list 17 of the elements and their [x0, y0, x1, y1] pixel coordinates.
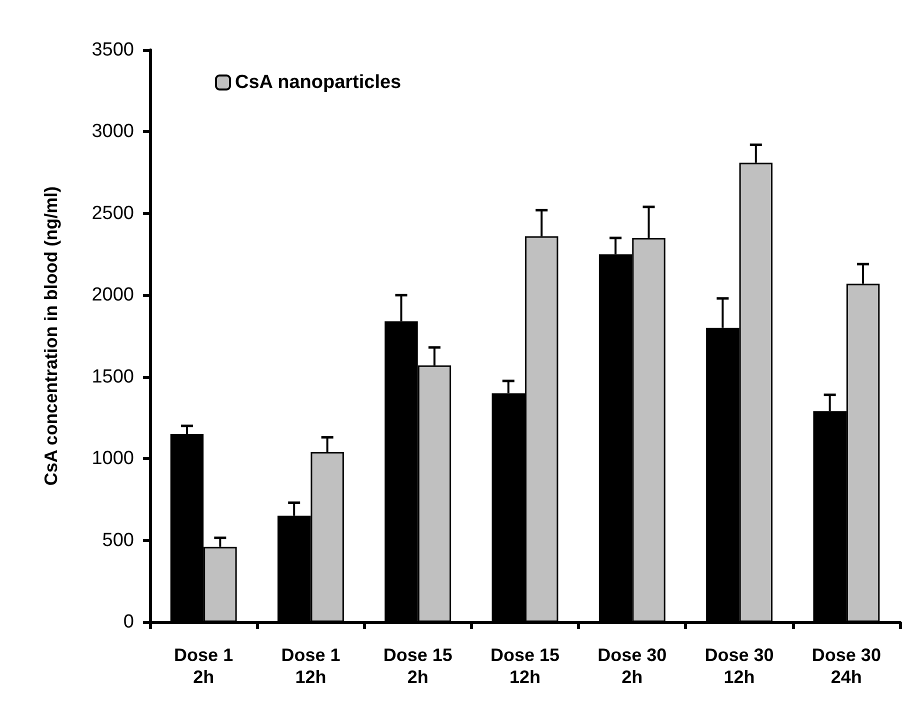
x-tick-label: Dose 30 24h: [812, 645, 881, 687]
y-tick-label: 2500: [92, 202, 134, 224]
x-tick-label: Dose 1 2h: [174, 645, 234, 687]
y-tick-label: 1500: [92, 366, 134, 388]
x-tick-label: Dose 15 12h: [490, 645, 560, 687]
y-tick-label: 1000: [92, 448, 134, 470]
y-tick-label: 0: [123, 612, 134, 632]
y-axis-title: CsA concentration in blood (ng/ml): [41, 186, 61, 486]
legend-label: CsA nanoparticles: [235, 72, 402, 93]
y-tick-label: 3500: [92, 40, 134, 60]
x-tick-label: Dose 15 2h: [383, 645, 452, 687]
y-tick-label: 3000: [92, 121, 134, 142]
x-tick-label: Dose 30 2h: [598, 645, 667, 687]
y-tick-label: 500: [102, 530, 134, 551]
y-tick-label: 2000: [92, 284, 134, 306]
x-tick-label: Dose 30 12h: [704, 645, 774, 687]
x-tick-label: Dose 1 12h: [281, 645, 340, 687]
